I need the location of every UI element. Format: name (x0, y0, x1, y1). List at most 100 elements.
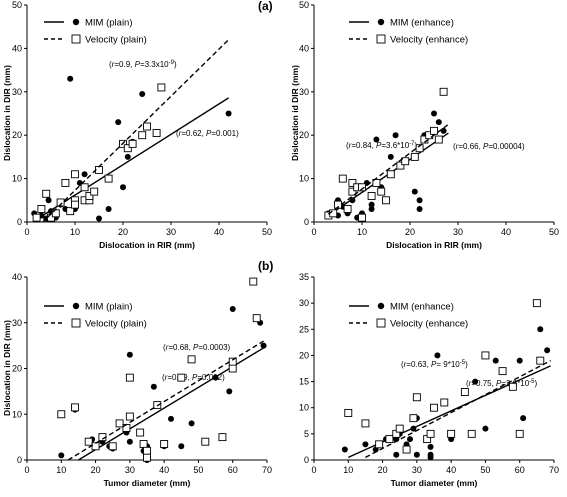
mim-point (387, 153, 394, 160)
legend-square-marker (71, 34, 81, 44)
velocity-point (372, 178, 381, 187)
chart-bottom-right: 0 10 20 30 40 50 60 70 0 5 10 15 20 25 30 35 Tumor diame… (299, 272, 559, 488)
mim-point (81, 171, 88, 178)
velocity-point (515, 429, 524, 438)
legend-square-marker (376, 34, 386, 44)
mim-point (416, 205, 423, 212)
velocity-point (358, 183, 366, 192)
velocity-point (104, 174, 113, 183)
velocity-point (85, 192, 94, 200)
x-tick-label: 20 (91, 465, 101, 475)
mim-point (434, 352, 441, 359)
velocity-point (61, 178, 70, 187)
mim-point (126, 351, 133, 358)
y-axis-label: Dislocation in DIR (mm) (2, 320, 12, 416)
y-axis-label: Dislocation in DIR (mm) (2, 65, 12, 161)
mim-point (392, 132, 399, 139)
legend-label: MIM (enhance) (390, 302, 454, 313)
legend-label: Velocity (plain) (85, 319, 147, 330)
velocity-point (439, 87, 448, 96)
x-tick-label: 60 (515, 465, 525, 475)
velocity-point (430, 403, 438, 412)
y-tick-label: 0 (17, 455, 22, 465)
x-tick-label: 10 (357, 227, 367, 237)
velocity-stat-annotation: (r=0.84, P=3.6*10-7) (346, 141, 418, 150)
panel-label-a: (a) (258, 0, 273, 13)
x-tick-label: 0 (311, 465, 316, 475)
legend-label: Velocity (enhance) (390, 35, 468, 46)
velocity-point (426, 429, 435, 438)
mim-point (115, 119, 122, 126)
velocity-point (201, 437, 210, 446)
mim-point (341, 446, 348, 453)
mim-point (260, 342, 267, 349)
y-axis-label: Dislocation id DIR (mm) (290, 65, 300, 161)
velocity-point (348, 178, 357, 187)
x-tick-label: 10 (70, 227, 80, 237)
mim-point (150, 383, 157, 390)
x-axis-label: Tumor diameter (mm) (391, 478, 478, 488)
velocity-point (409, 414, 418, 423)
velocity-point (115, 419, 124, 428)
velocity-point (401, 157, 410, 166)
velocity-point (498, 367, 507, 376)
mim-point (105, 205, 112, 212)
velocity-point (56, 198, 65, 207)
x-tick-label: 10 (56, 465, 66, 475)
x-tick-label: 0 (24, 227, 29, 237)
velocity-point (136, 428, 145, 437)
velocity-point (375, 440, 384, 449)
x-tick-label: 60 (228, 465, 238, 475)
mim-point (520, 415, 527, 422)
velocity-point (447, 429, 456, 438)
legend-circle-marker (72, 302, 80, 310)
mim-point (537, 326, 544, 333)
velocity-point (42, 189, 51, 198)
velocity-point (358, 213, 366, 222)
mim-stat-annotation: (r=0.66, P=0.00004) (453, 142, 525, 151)
velocity-point (80, 183, 89, 192)
y-tick-label: 30 (12, 318, 22, 328)
mim-point (126, 438, 133, 445)
velocity-point (481, 351, 490, 360)
mim-point (411, 188, 418, 195)
y-tick-label: 20 (299, 350, 309, 360)
y-tick-label: 40 (12, 272, 22, 282)
x-tick-label: 70 (549, 465, 559, 475)
velocity-point (460, 388, 469, 396)
velocity-point (402, 445, 411, 454)
velocity-point (249, 277, 258, 286)
legend-circle-marker (72, 18, 80, 26)
y-tick-label: 20 (299, 130, 309, 140)
velocity-point (430, 126, 438, 135)
legend-label: MIM (enhance) (390, 18, 454, 29)
mim-point (427, 443, 434, 450)
y-tick-label: 10 (12, 174, 22, 184)
velocity-point (128, 139, 137, 148)
y-tick-label: 30 (299, 298, 309, 308)
y-tick-label: 10 (299, 174, 309, 184)
mim-point (96, 215, 102, 222)
velocity-point (536, 356, 545, 365)
y-tick-label: 50 (12, 0, 22, 10)
mim-point (482, 425, 489, 432)
mim-point (168, 415, 174, 422)
velocity-point (228, 364, 237, 373)
velocity-point (440, 398, 449, 407)
velocity-point (125, 373, 134, 382)
x-tick-label: 50 (262, 227, 272, 237)
mim-point (373, 136, 380, 143)
velocity-point (218, 433, 227, 442)
y-tick-label: 40 (299, 43, 309, 53)
velocity-point (143, 453, 151, 462)
mim-point (431, 110, 437, 117)
velocity-point (396, 161, 405, 170)
velocity-point (187, 355, 196, 364)
velocity-point (344, 408, 353, 417)
y-tick-label: 20 (12, 130, 22, 140)
velocity-point (66, 207, 75, 216)
velocity-point (84, 437, 93, 446)
x-tick-label: 50 (549, 227, 559, 237)
velocity-stat-annotation: (r=0.9, P=3.3x10-9) (109, 60, 177, 69)
mim-point (368, 205, 375, 212)
